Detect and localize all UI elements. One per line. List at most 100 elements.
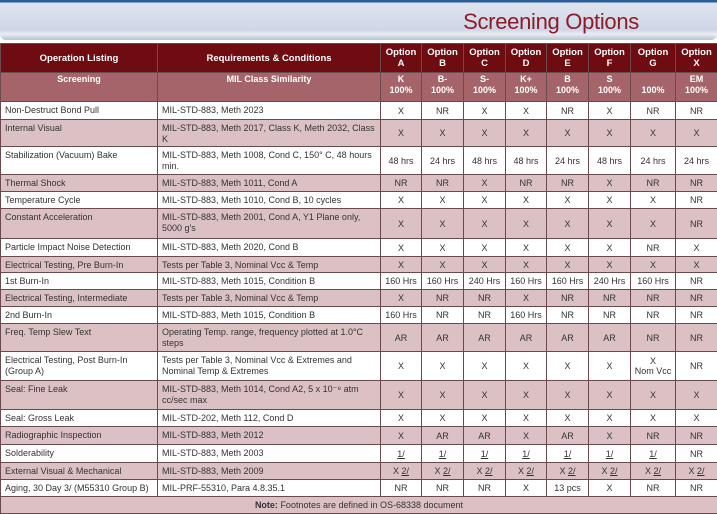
option-value-cell: NR [631, 307, 676, 324]
option-label: Option [427, 47, 458, 58]
option-value-cell: NR [676, 290, 717, 307]
option-value-cell: X 2/ [631, 463, 676, 480]
option-value-cell: X [547, 352, 589, 381]
footnote-ref: 2/ [568, 466, 576, 476]
class-similarity-cell: K+100% [506, 73, 547, 102]
operation-cell: External Visual & Mechanical [1, 463, 158, 480]
option-value-cell: X [506, 427, 547, 445]
option-value-cell: NR [676, 102, 717, 120]
subheader-screening: Screening [1, 73, 158, 102]
option-value-cell: NR [676, 352, 717, 381]
option-value-cell: X [381, 209, 422, 239]
operation-cell: Stabilization (Vacuum) Bake [1, 147, 158, 175]
option-value-cell: NR [464, 480, 506, 497]
class-percent: 100% [598, 85, 621, 95]
option-value-cell: 1/ [631, 445, 676, 463]
option-value-cell: X [381, 410, 422, 427]
option-value-cell: AR [547, 324, 589, 352]
footnote-ref: 1/ [481, 449, 489, 459]
operation-cell: Temperature Cycle [1, 192, 158, 209]
class-similarity-cell: B-100% [422, 73, 464, 102]
requirement-cell: MIL-STD-883, Meth 2003 [158, 445, 381, 463]
option-value-cell: 160 Hrs [381, 307, 422, 324]
option-value-cell: X [589, 427, 631, 445]
footnote: Note: Footnotes are defined in OS-68338 … [1, 497, 717, 514]
class-similarity-cell: S-100% [464, 73, 506, 102]
option-value-cell: X [422, 381, 464, 410]
footnote-ref: 1/ [397, 449, 405, 459]
option-value-cell: X [631, 257, 676, 273]
option-value-cell: X [589, 102, 631, 120]
option-value-cell: X [464, 120, 506, 147]
table-row: Electrical Testing, Post Burn-In (Group … [1, 352, 717, 381]
option-value-cell: X [631, 120, 676, 147]
class-percent: 100% [514, 85, 537, 95]
option-label: Option [386, 47, 417, 58]
option-value-cell: X [676, 381, 717, 410]
option-value-cell: X 2/ [547, 463, 589, 480]
option-value-cell: X [589, 239, 631, 257]
option-value-cell: X [464, 175, 506, 192]
option-value-cell: 1/ [422, 445, 464, 463]
requirement-cell: MIL-STD-202, Meth 112, Cond D [158, 410, 381, 427]
option-value-cell: NR [547, 175, 589, 192]
footnote-ref: 1/ [649, 449, 657, 459]
option-value-cell: X [676, 257, 717, 273]
operation-cell: Seal: Gross Leak [1, 410, 158, 427]
class-label: S [606, 74, 612, 84]
option-label: Option [638, 47, 669, 58]
option-value-cell: X [589, 480, 631, 497]
option-value-cell: NR [676, 480, 717, 497]
operation-cell: 2nd Burn-In [1, 307, 158, 324]
page-title: Screening Options [463, 9, 639, 35]
note-label: Note: [255, 500, 278, 510]
option-label: Option [469, 47, 500, 58]
option-value-cell: NR [631, 427, 676, 445]
option-letter: C [481, 58, 488, 69]
title-banner: Screening Options [0, 0, 717, 40]
option-value-cell: NR [676, 445, 717, 463]
option-value-cell: X [506, 209, 547, 239]
requirement-cell: MIL-STD-883, Meth 2023 [158, 102, 381, 120]
option-value-cell: NR [506, 175, 547, 192]
option-value-cell: NR [422, 175, 464, 192]
requirement-cell: MIL-STD-883, Meth 1010, Cond B, 10 cycle… [158, 192, 381, 209]
requirement-cell: MIL-STD-883, Meth 1014, Cond A2, 5 x 10⁻… [158, 381, 381, 410]
option-value-cell: X [506, 381, 547, 410]
option-value-cell: X [464, 192, 506, 209]
option-value-cell: X [506, 290, 547, 307]
option-value-cell: X [422, 120, 464, 147]
option-value-cell: X 2/ [381, 463, 422, 480]
option-value-cell: NR [631, 480, 676, 497]
class-percent: 100% [556, 85, 579, 95]
class-percent: 100% [389, 85, 412, 95]
option-value-cell: NR [631, 324, 676, 352]
option-value-cell: AR [464, 427, 506, 445]
option-value-cell: X [547, 257, 589, 273]
note-text: Footnotes are defined in OS-68338 docume… [278, 500, 463, 510]
operation-cell: Freq. Temp Slew Text [1, 324, 158, 352]
option-value-cell: X [506, 239, 547, 257]
footnote-ref: 2/ [697, 466, 705, 476]
footnote-ref: 1/ [564, 449, 572, 459]
footnote-ref: 2/ [654, 466, 662, 476]
footnote-ref: 2/ [443, 466, 451, 476]
table-row: Aging, 30 Day 3/ (M55310 Group B)MIL-PRF… [1, 480, 717, 497]
option-value-cell: X [506, 352, 547, 381]
option-letter: E [564, 58, 570, 69]
option-value-cell: X [422, 410, 464, 427]
footnote-ref: 1/ [606, 449, 614, 459]
option-value-cell: X [631, 410, 676, 427]
requirement-cell: Tests per Table 3, Nominal Vcc & Temp [158, 290, 381, 307]
